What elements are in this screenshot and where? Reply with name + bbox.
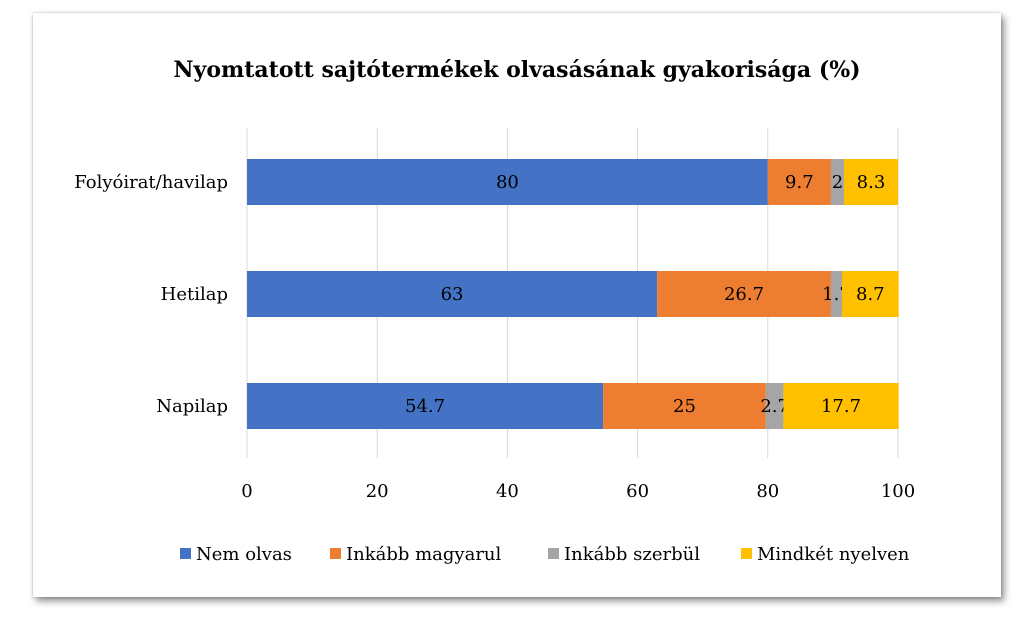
legend-label: Inkább magyarul: [346, 544, 502, 565]
chart-title: Nyomtatott sajtótermékek olvasásának gya…: [173, 57, 860, 83]
tick-label: 80: [756, 481, 779, 502]
bar-segment: [767, 159, 831, 205]
data-label: 80: [496, 172, 519, 193]
bar-segment: [603, 383, 766, 429]
legend-swatch: [330, 548, 341, 559]
bar-segment: [247, 159, 768, 205]
bar-segment: [247, 271, 658, 317]
bar-segment: [842, 271, 899, 317]
bar-segment: [783, 383, 899, 429]
legend-swatch: [548, 548, 559, 559]
tick-label: 100: [881, 481, 915, 502]
bar-segment: [657, 271, 831, 317]
legend-label: Inkább szerbül: [564, 544, 700, 565]
legend: Nem olvas Inkább magyarul Inkább szerbül Mi…: [180, 544, 910, 565]
legend-swatch: [741, 548, 752, 559]
data-label: 54.7: [405, 396, 445, 417]
data-label: 2.7: [760, 396, 789, 417]
category-label: Folyóirat/havilap: [74, 172, 228, 193]
bar-segment: [843, 159, 898, 205]
category-label: Napilap: [156, 396, 228, 417]
tick-label: 20: [366, 481, 389, 502]
legend-swatch: [180, 548, 191, 559]
bars: 80 9.7 2 8.363 26.7 1.7 8.754.7 25 2.7 17.7: [247, 159, 899, 429]
legend-label: Nem olvas: [196, 544, 292, 565]
x-axis-ticks: 0 20 40 60 80 100: [241, 481, 915, 502]
data-label: 17.7: [821, 396, 861, 417]
legend-label: Mindkét nyelven: [757, 544, 910, 565]
data-label: 9.7: [785, 172, 814, 193]
bar-segment: [247, 383, 604, 429]
data-label: 25: [673, 396, 696, 417]
bar-segment: [830, 159, 844, 205]
data-label: 63: [441, 284, 464, 305]
bar-segment: [830, 271, 843, 317]
category-labels: Folyóirat/havilap Hetilap Napilap: [74, 172, 228, 417]
tick-label: 0: [241, 481, 252, 502]
data-label: 8.7: [856, 284, 885, 305]
data-label: 8.3: [857, 172, 886, 193]
data-label: 26.7: [724, 284, 764, 305]
tick-label: 40: [496, 481, 519, 502]
category-label: Hetilap: [161, 284, 228, 305]
data-label: 2: [832, 172, 843, 193]
bar-segment: [765, 383, 784, 429]
tick-label: 60: [626, 481, 649, 502]
